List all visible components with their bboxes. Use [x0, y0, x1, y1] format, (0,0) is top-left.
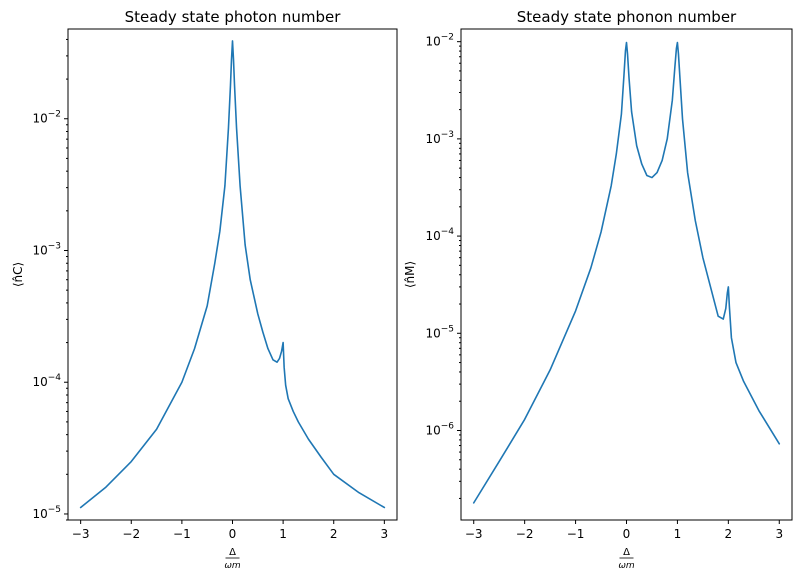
y-axis: 10−5 10−4 10−3 10−2 — [32, 38, 68, 521]
y-tick-label: 10−5 — [425, 324, 454, 340]
y-tick-label: 10−2 — [425, 33, 454, 49]
y-tick-label: 10−2 — [32, 110, 61, 126]
x-tick-label: −2 — [122, 527, 140, 541]
chart-title: Steady state photon number — [125, 8, 342, 26]
x-tick-label: −2 — [516, 527, 534, 541]
x-tick-label: 2 — [330, 527, 338, 541]
chart-title: Steady state phonon number — [517, 8, 737, 26]
x-axis-label-numerator: Δ — [229, 547, 236, 558]
y-tick-label: 10−3 — [32, 241, 61, 257]
y-tick-label: 10−4 — [32, 373, 61, 389]
phonon-number-panel: Steady state phonon number −3 −2 −1 0 1 2 3 10… — [403, 8, 793, 571]
x-tick-label: 0 — [623, 527, 631, 541]
x-axis-label-numerator: Δ — [623, 547, 630, 558]
y-axis: 10−6 10−5 10−4 10−3 10−2 — [425, 33, 461, 499]
series — [79, 40, 386, 509]
x-tick-label: −1 — [567, 527, 585, 541]
y-tick-label: 10−4 — [425, 227, 454, 243]
x-axis: −3 −2 −1 0 1 2 3 — [465, 520, 783, 541]
x-tick-label: 0 — [229, 527, 237, 541]
series-line — [472, 41, 781, 504]
x-tick-label: 1 — [674, 527, 682, 541]
y-tick-label: 10−6 — [425, 421, 454, 437]
axes-frame — [460, 28, 793, 521]
x-tick-label: 2 — [725, 527, 733, 541]
y-axis-label: ⟨n̂C⟩ — [11, 262, 25, 287]
series — [472, 41, 781, 504]
y-axis-label: ⟨n̂M⟩ — [403, 261, 417, 288]
y-tick-label: 10−5 — [32, 505, 61, 521]
x-tick-label: 3 — [381, 527, 389, 541]
y-tick-label: 10−3 — [425, 130, 454, 146]
x-tick-label: −3 — [72, 527, 90, 541]
series-line — [79, 40, 386, 509]
axes-frame — [67, 28, 398, 521]
x-tick-label: −3 — [465, 527, 483, 541]
x-axis-label-denominator: ωm — [224, 561, 241, 571]
x-tick-label: −1 — [173, 527, 191, 541]
x-axis-label-denominator: ωm — [618, 561, 635, 571]
x-tick-label: 3 — [775, 527, 783, 541]
x-axis: −3 −2 −1 0 1 2 3 — [72, 520, 388, 541]
photon-number-panel: Steady state photon number −3 −2 −1 0 1 2 3 10… — [11, 8, 398, 571]
x-tick-label: 1 — [279, 527, 287, 541]
